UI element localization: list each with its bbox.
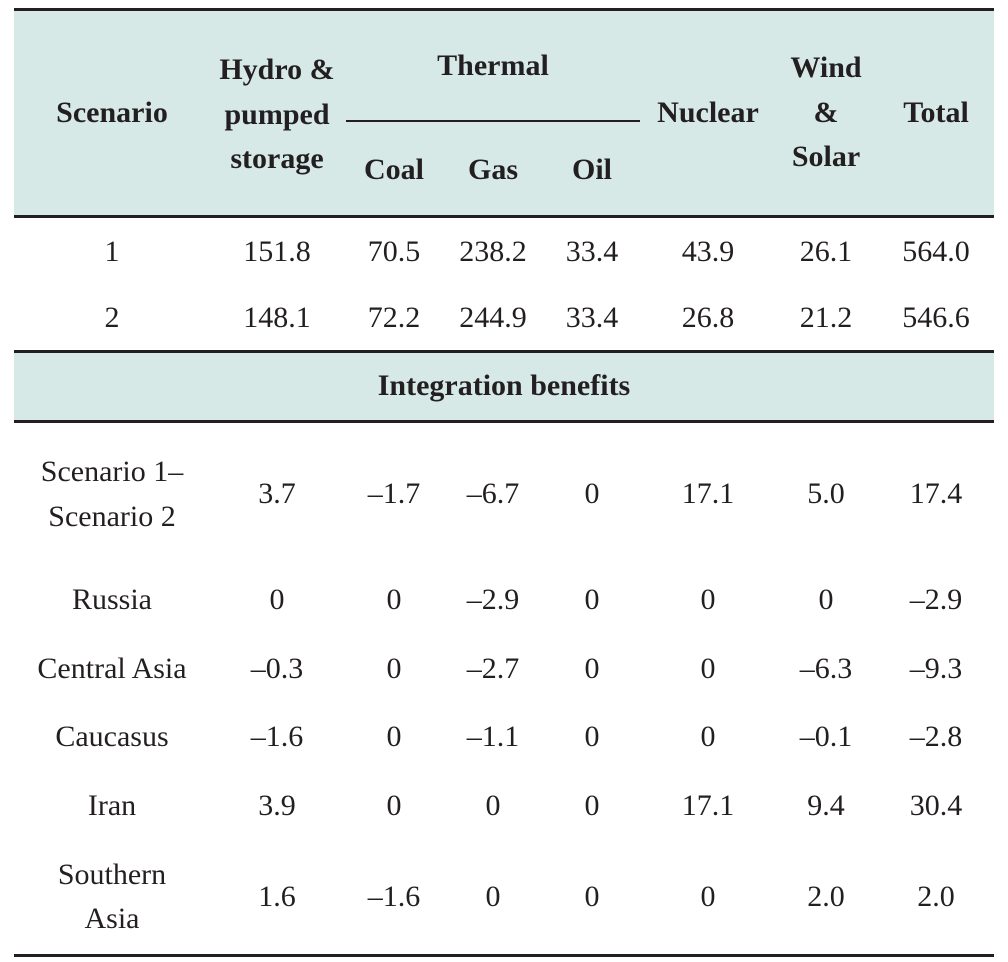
cell-scenario: Iran [87,788,137,822]
header-nuclear: Nuclear [657,95,759,129]
cell-coal: 0 [386,651,402,685]
cell-oil: 0 [584,879,600,913]
cell-nuclear: 0 [700,583,716,617]
cell-total: 564.0 [902,234,970,268]
cell-nuclear: 43.9 [681,234,735,268]
cell-scenario: Caucasus [55,720,169,754]
cell-oil: 0 [584,477,600,511]
cell-hydro: 3.7 [258,477,296,511]
header-background [14,11,994,215]
cell-nuclear: 17.1 [681,477,735,511]
cell-coal: 0 [386,583,402,617]
cell-total: 17.4 [909,477,963,511]
header-wind-solar: Wind & Solar [790,51,862,174]
cell-gas: –6.7 [466,477,520,511]
cell-nuclear: 0 [700,720,716,754]
cell-scenario: Central Asia [37,651,187,685]
cell-gas: –2.9 [466,583,520,617]
cell-wind-solar: 0 [818,583,834,617]
cell-coal: –1.7 [367,477,421,511]
header-gas: Gas [467,152,518,186]
cell-gas: –1.1 [466,720,520,754]
cell-scenario: Southern Asia [57,857,167,935]
section-top-rule [14,350,994,353]
cell-total: 546.6 [902,300,970,334]
cell-nuclear: 0 [700,879,716,913]
cell-hydro: 151.8 [243,234,311,268]
cell-gas: –2.7 [466,651,520,685]
table-bottom-rule [14,954,994,957]
cell-gas: 0 [485,788,501,822]
cell-hydro: 3.9 [258,788,296,822]
cell-wind-solar: 21.2 [799,300,853,334]
cell-nuclear: 26.8 [681,300,735,334]
cell-scenario: 2 [104,300,120,334]
cell-wind-solar: 5.0 [807,477,845,511]
cell-hydro: 148.1 [243,300,311,334]
cell-wind-solar: –6.3 [799,651,853,685]
cell-total: –2.9 [909,583,963,617]
header-oil: Oil [571,152,612,186]
cell-hydro: 1.6 [258,879,296,913]
header-total: Total [903,95,969,129]
cell-total: –2.8 [909,720,963,754]
thermal-group-rule [346,120,640,122]
header-coal: Coal [364,152,424,186]
header-scenario: Scenario [56,95,168,129]
cell-wind-solar: 2.0 [807,879,845,913]
cell-total: 30.4 [909,788,963,822]
cell-coal: 70.5 [367,234,421,268]
section-bottom-rule [14,420,994,423]
cell-nuclear: 17.1 [681,788,735,822]
header-bottom-rule [14,215,994,218]
cell-hydro: –1.6 [250,720,304,754]
cell-oil: 33.4 [565,234,619,268]
cell-oil: 0 [584,651,600,685]
cell-coal: 72.2 [367,300,421,334]
cell-coal: 0 [386,788,402,822]
cell-hydro: 0 [269,583,285,617]
cell-wind-solar: –0.1 [799,720,853,754]
cell-oil: 0 [584,583,600,617]
cell-gas: 244.9 [459,300,527,334]
cell-nuclear: 0 [700,651,716,685]
cell-scenario: 1 [104,234,120,268]
cell-total: 2.0 [917,879,955,913]
cell-hydro: –0.3 [250,651,304,685]
cell-coal: –1.6 [367,879,421,913]
cell-scenario: Scenario 1– Scenario 2 [40,455,184,533]
header-thermal: Thermal [437,48,549,82]
cell-gas: 0 [485,879,501,913]
cell-coal: 0 [386,720,402,754]
cell-wind-solar: 9.4 [807,788,845,822]
cell-oil: 0 [584,788,600,822]
cell-total: –9.3 [909,651,963,685]
cell-wind-solar: 26.1 [799,234,853,268]
table-top-rule [14,8,994,11]
cell-oil: 33.4 [565,300,619,334]
section-background [14,353,994,420]
section-title: Integration benefits [377,369,631,403]
cell-oil: 0 [584,720,600,754]
cell-scenario: Russia [71,583,152,617]
header-hydro: Hydro & pumped storage [219,53,335,176]
cell-gas: 238.2 [459,234,527,268]
